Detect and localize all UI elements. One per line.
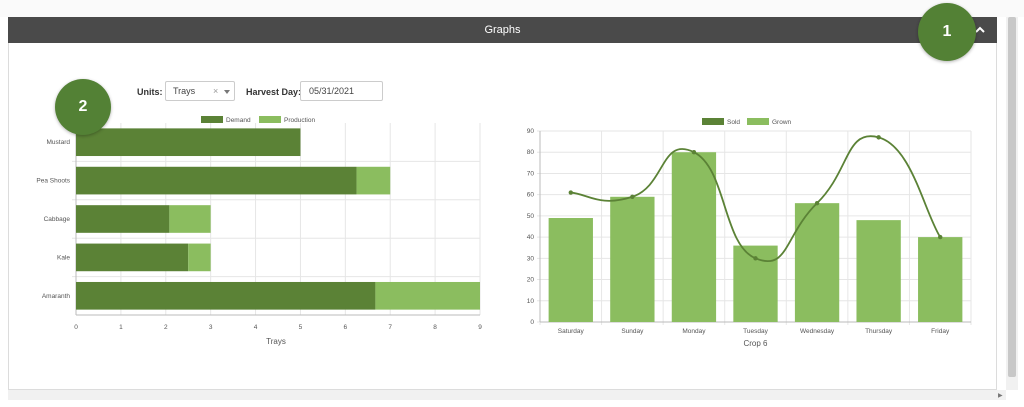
bar-cabbage-demand	[76, 205, 170, 233]
units-select[interactable]: Trays ×	[165, 81, 235, 101]
point-thursday-sold	[876, 135, 881, 140]
point-saturday-sold	[568, 190, 573, 195]
legend-swatch-sold	[702, 118, 724, 125]
y-tick-label: 90	[527, 128, 535, 135]
legend-label-sold: Sold	[727, 119, 740, 126]
units-selected-value: Trays	[173, 86, 196, 96]
bar-amaranth-demand	[76, 281, 376, 310]
scrollbar-thumb[interactable]	[1008, 17, 1016, 377]
scroll-right-icon[interactable]: ▶	[998, 393, 1003, 399]
x-category-label: Sunday	[621, 328, 644, 335]
bar-amaranth-production	[375, 281, 480, 310]
legend-swatch-demand	[201, 116, 223, 123]
y-tick-label: 10	[527, 298, 535, 305]
point-sunday-sold	[630, 194, 635, 199]
x-category-label: Friday	[931, 328, 950, 335]
x-axis-title: Trays	[266, 337, 286, 346]
x-category-label: Thursday	[865, 328, 893, 335]
step-badge-2: 2	[55, 79, 111, 135]
bar-kale-demand	[76, 243, 189, 272]
legend-swatch-grown	[747, 118, 769, 125]
legend-swatch-production	[259, 116, 281, 123]
y-tick-label: 40	[527, 234, 535, 241]
chevron-down-icon[interactable]	[224, 90, 230, 94]
bar-cabbage-production	[169, 205, 211, 233]
y-tick-label: 30	[527, 255, 535, 262]
panel-title: Graphs	[484, 24, 521, 36]
x-category-label: Tuesday	[743, 328, 768, 335]
step-badge-1: 1	[918, 3, 976, 61]
point-monday-sold	[691, 150, 697, 155]
x-tick-label: 1	[119, 324, 123, 331]
x-tick-label: 5	[299, 324, 303, 331]
y-tick-label: 50	[527, 213, 535, 220]
x-category-label: Monday	[682, 328, 706, 335]
legend-label-demand: Demand	[226, 117, 251, 124]
bar-monday-grown	[671, 152, 717, 322]
y-category-label: Kale	[57, 254, 70, 261]
x-tick-label: 2	[164, 324, 168, 331]
y-tick-label: 20	[527, 277, 535, 284]
y-tick-label: 0	[530, 319, 534, 326]
bar-sunday-grown	[610, 196, 655, 322]
horizontal-scrollbar[interactable]: ▶	[8, 390, 1006, 400]
legend-label-production: Production	[284, 117, 315, 124]
x-tick-label: 9	[478, 324, 482, 331]
x-tick-label: 6	[344, 324, 348, 331]
legend-label-grown: Grown	[772, 119, 792, 126]
x-tick-label: 4	[254, 324, 258, 331]
bar-kale-production	[188, 243, 211, 272]
sold-grown-chart: Sold Grown 0 10 20 30 40 50 60 70 80 90 Saturday Sund…	[527, 118, 972, 348]
point-friday-sold	[938, 234, 943, 240]
x-category-label: Wednesday	[800, 328, 835, 335]
x-tick-label: 0	[74, 324, 78, 331]
x-tick-label: 7	[388, 324, 392, 331]
y-tick-label: 80	[527, 149, 535, 156]
demand-production-chart: Demand Production 0 1 2 3 4 5 6 7 8 9 Mustard Pea Sho…	[36, 116, 482, 346]
point-wednesday-sold	[814, 200, 820, 206]
y-tick-label: 60	[527, 192, 535, 199]
y-tick-label: 70	[527, 170, 535, 177]
bar-wednesday-grown	[794, 203, 840, 322]
y-category-label: Pea Shoots	[36, 178, 70, 185]
bar-pea-shoots-demand	[76, 166, 357, 195]
bar-saturday-grown	[548, 218, 593, 322]
bar-friday-grown	[918, 237, 963, 322]
bar-mustard-demand	[76, 128, 301, 157]
x-axis-title: Crop 6	[743, 339, 768, 348]
bar-pea-shoots-production	[356, 166, 391, 195]
y-category-label: Mustard	[47, 139, 71, 146]
units-label: Units:	[137, 87, 163, 97]
x-tick-label: 3	[209, 324, 213, 331]
y-category-label: Amaranth	[42, 293, 71, 300]
chevron-up-icon[interactable]	[971, 21, 989, 39]
x-category-label: Saturday	[558, 328, 585, 335]
bar-thursday-grown	[856, 220, 901, 322]
vertical-scrollbar[interactable]	[1006, 17, 1018, 390]
point-tuesday-sold	[753, 256, 758, 261]
harvest-day-label: Harvest Day:	[246, 87, 302, 97]
y-category-label: Cabbage	[44, 216, 71, 223]
x-tick-label: 8	[433, 324, 437, 331]
window-top-strip	[0, 0, 1024, 17]
graphs-panel-header[interactable]: Graphs	[8, 17, 997, 43]
harvest-day-input[interactable]	[300, 81, 383, 101]
clear-icon[interactable]: ×	[213, 86, 219, 96]
